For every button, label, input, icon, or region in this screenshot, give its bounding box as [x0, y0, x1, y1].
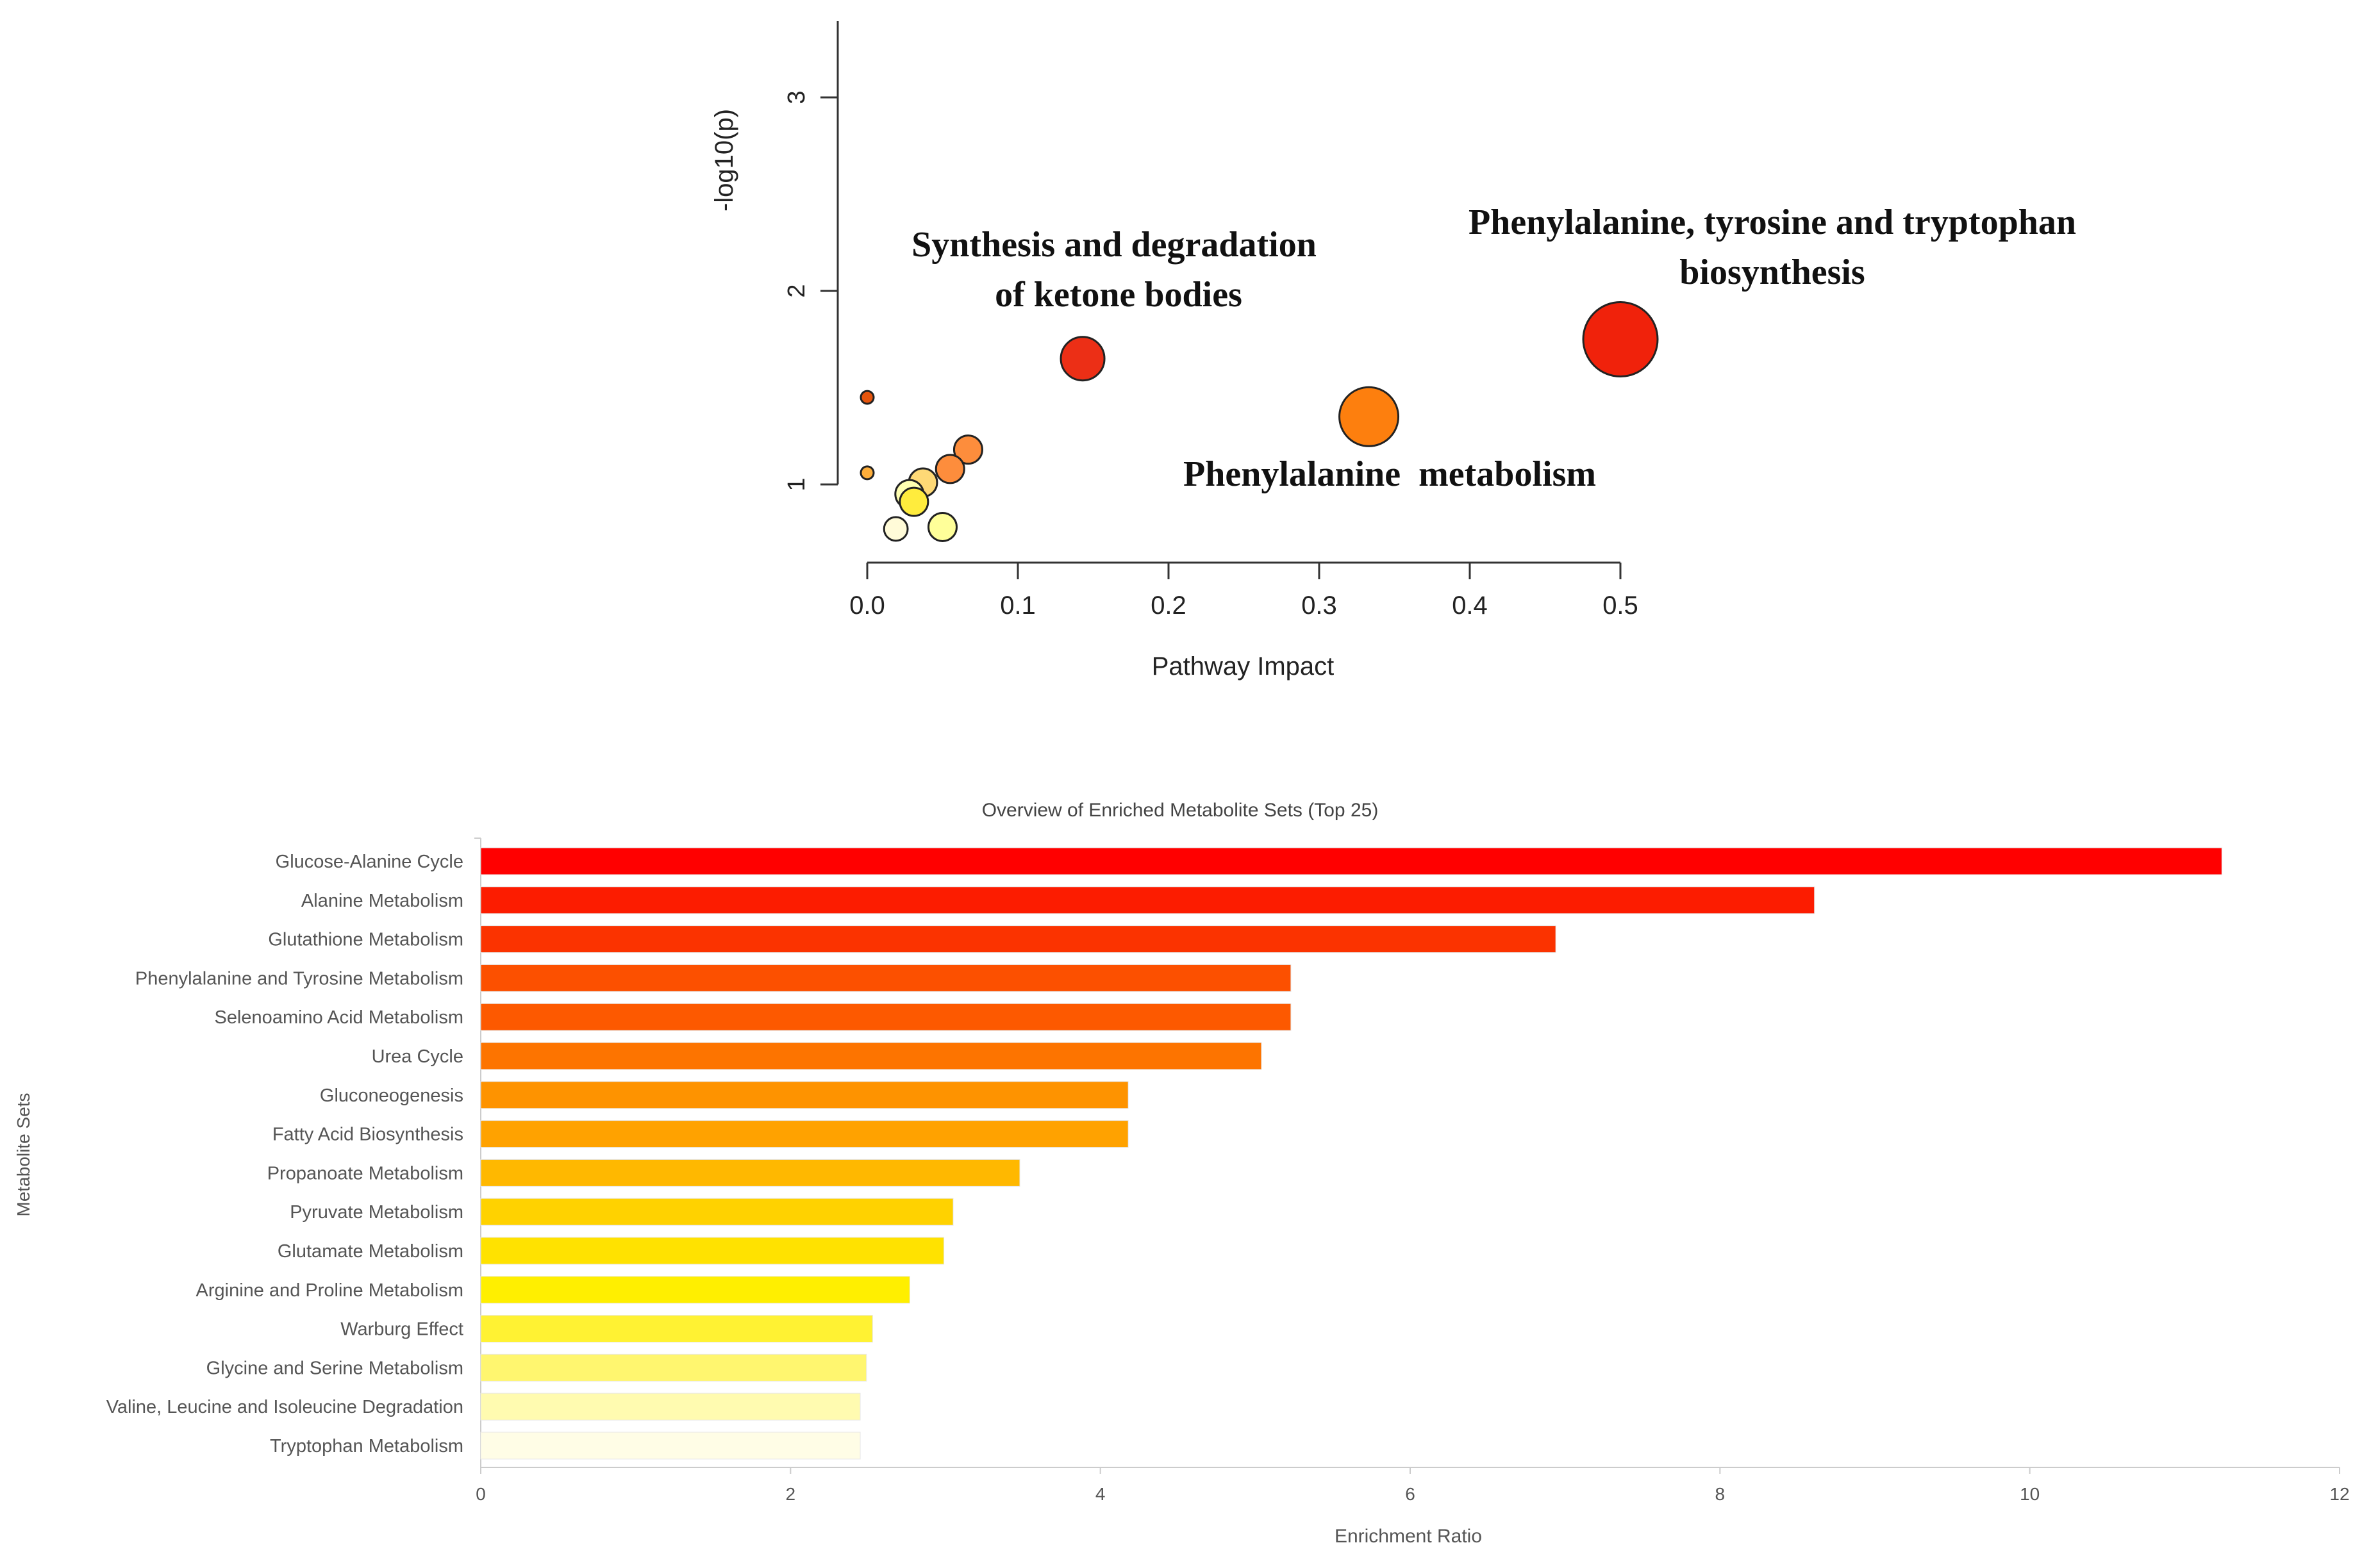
bar-category-label: Selenoamino Acid Metabolism [215, 1007, 463, 1028]
scatter-x-tick-label: 0.5 [1602, 591, 1638, 620]
bar-category-label: Glucose-Alanine Cycle [276, 852, 463, 872]
enrichment-bar [480, 1081, 1129, 1109]
annotation-ketone-line2: of ketone bodies [995, 275, 1242, 315]
enrichment-bar [480, 925, 1556, 953]
enrichment-bar [480, 1353, 867, 1382]
bar-x-axis-label: Enrichment Ratio [1335, 1526, 1482, 1547]
enrichment-bar [480, 1198, 954, 1226]
bar-x-tick-label: 4 [1095, 1484, 1106, 1504]
scatter-bubble [935, 454, 965, 484]
scatter-x-axis-label: Pathway Impact [1152, 652, 1335, 681]
bar-category-label: Urea Cycle [372, 1046, 463, 1067]
scatter-y-ticks: 1 2 3 [783, 90, 838, 491]
bar-category-label: Propanoate Metabolism [267, 1163, 463, 1184]
enrichment-bar [480, 1120, 1129, 1148]
scatter-x-ticks: 0.0 0.1 0.2 0.3 0.4 0.5 [849, 563, 1638, 620]
enrichment-bar [480, 1276, 910, 1304]
scatter-y-axis-label: -log10(p) [710, 109, 738, 211]
bar-x-tick-label: 8 [1715, 1484, 1726, 1504]
pathway-impact-bubble-chart: 1 2 3 0.0 0.1 0.2 0.3 0.4 0.5 -log10(p) Pathway… [710, 21, 2076, 681]
bar-chart-title: Overview of Enriched Metabolite Sets (To… [982, 800, 1379, 821]
enrichment-bar [480, 1042, 1262, 1070]
scatter-bubble [953, 434, 983, 465]
enrichment-bar [480, 1159, 1020, 1187]
scatter-bubble [883, 516, 909, 542]
bar-category-label: Arginine and Proline Metabolism [196, 1280, 464, 1301]
annotation-phenylalanine-metabolism: Phenylalanine metabolism [1183, 454, 1596, 494]
scatter-bubble [1060, 336, 1106, 382]
enrichment-bar [480, 1315, 873, 1343]
bar-x-tick-label: 12 [2329, 1484, 2349, 1504]
annotation-phe-tyr-trp-line1: Phenylalanine, tyrosine and tryptophan [1468, 202, 2076, 242]
enrichment-bar [480, 964, 1292, 992]
enrichment-bar-chart: Overview of Enriched Metabolite Sets (To… [13, 800, 2350, 1547]
enrichment-bar [480, 886, 1815, 914]
bar-category-label: Glutamate Metabolism [278, 1241, 463, 1262]
bar-x-ticks: 0 2 4 6 8 10 12 [476, 1467, 2350, 1504]
bar-category-label: Valine, Leucine and Isoleucine Degradati… [106, 1397, 463, 1417]
scatter-bubble [1338, 386, 1400, 447]
bar-category-label: Tryptophan Metabolism [270, 1436, 463, 1457]
enrichment-bar [480, 1237, 945, 1265]
scatter-bubble [899, 486, 929, 517]
bar-category-labels: Glucose-Alanine Cycle Alanine Metabolism G… [106, 852, 463, 1457]
bar-y-axis-label: Metabolite Sets [13, 1093, 33, 1217]
scatter-bubble [1582, 301, 1659, 377]
enrichment-bar [480, 1432, 861, 1460]
bar-category-label: Pyruvate Metabolism [290, 1202, 463, 1223]
scatter-bubble [860, 465, 875, 481]
bar-category-label: Gluconeogenesis [320, 1085, 463, 1106]
scatter-y-tick-label: 3 [783, 90, 810, 104]
bar-x-tick-label: 6 [1405, 1484, 1415, 1504]
bar-category-label: Fatty Acid Biosynthesis [272, 1125, 463, 1145]
annotation-ketone-line1: Synthesis and degradation [911, 225, 1317, 265]
scatter-x-tick-label: 0.0 [849, 591, 885, 620]
bar-category-label: Glycine and Serine Metabolism [206, 1358, 463, 1378]
bar-category-label: Alanine Metabolism [301, 891, 463, 911]
enrichment-bar [480, 1392, 861, 1421]
scatter-x-tick-label: 0.2 [1151, 591, 1186, 620]
bar-x-tick-label: 2 [786, 1484, 796, 1504]
bar-series [480, 847, 2222, 1460]
bar-category-label: Warburg Effect [340, 1319, 463, 1340]
annotation-phe-tyr-trp-line2: biosynthesis [1679, 252, 1865, 292]
bar-category-label: Glutathione Metabolism [268, 930, 463, 950]
scatter-x-tick-label: 0.1 [1000, 591, 1036, 620]
scatter-x-tick-label: 0.4 [1452, 591, 1488, 620]
enrichment-bar [480, 1003, 1292, 1031]
scatter-y-tick-label: 1 [783, 477, 810, 491]
bar-x-tick-label: 10 [2020, 1484, 2040, 1504]
enrichment-bar [480, 847, 2222, 875]
bar-x-tick-label: 0 [476, 1484, 486, 1504]
scatter-bubble [860, 390, 875, 405]
bar-category-label: Phenylalanine and Tyrosine Metabolism [135, 968, 463, 989]
scatter-bubble [928, 511, 958, 542]
scatter-points [860, 301, 1659, 542]
scatter-x-tick-label: 0.3 [1301, 591, 1337, 620]
scatter-y-tick-label: 2 [783, 284, 810, 297]
